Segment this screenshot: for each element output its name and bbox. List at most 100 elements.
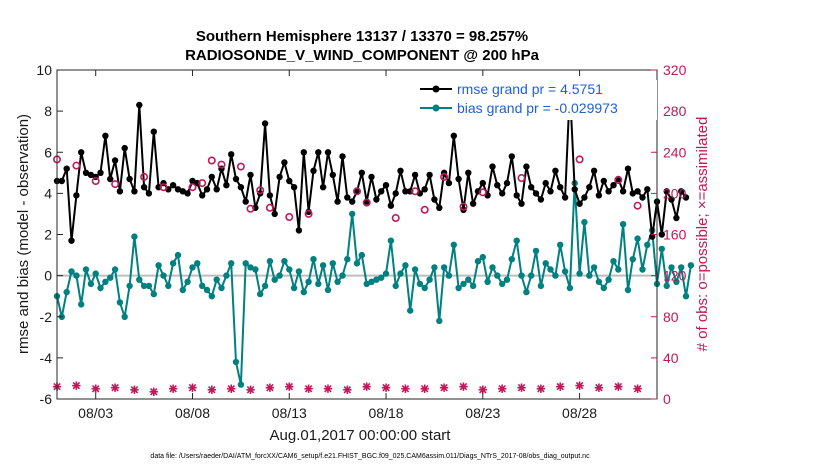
bias-point	[281, 258, 288, 265]
rmse-point	[523, 163, 530, 170]
possible-obs-marker	[575, 155, 584, 164]
bias-point	[160, 272, 167, 279]
assimilated-obs-marker	[91, 384, 100, 393]
rmse-point	[682, 194, 690, 201]
y-tick-label-left: -4	[40, 350, 53, 366]
legend-rmse-label: rmse grand pr = 4.5751	[457, 81, 603, 97]
y-tick-label-right: 40	[663, 350, 679, 366]
bias-point	[528, 272, 535, 279]
assimilated-obs-marker	[130, 385, 139, 394]
bias-point	[494, 272, 501, 279]
bias-point	[116, 299, 124, 306]
footer-data-file: data file: /Users/raeder/DAI/ATM_forcXX/…	[150, 453, 590, 460]
rmse-point	[629, 190, 636, 197]
y-tick-label-left: 4	[44, 185, 52, 201]
rmse-point	[373, 196, 380, 203]
rmse-point	[329, 171, 336, 179]
possible-obs-marker	[207, 156, 216, 165]
y-tick-label-left: 6	[44, 144, 52, 160]
possible-obs-marker	[188, 183, 197, 192]
rmse-point	[300, 149, 307, 156]
rmse-point	[431, 196, 438, 203]
assimilated-obs-marker	[478, 385, 488, 394]
rmse-point	[518, 200, 525, 207]
assimilated-obs-marker	[323, 384, 333, 393]
assimilated-obs-marker	[381, 383, 391, 392]
bias-point	[474, 258, 482, 265]
rmse-point	[561, 194, 569, 201]
possible-obs-marker	[72, 161, 81, 170]
bias-point	[537, 282, 545, 290]
bias-point	[436, 317, 443, 325]
bias-point	[97, 284, 104, 292]
rmse-point	[499, 190, 506, 197]
y-tick-label-left: -6	[40, 391, 53, 407]
y-tick-label-right: 320	[663, 62, 687, 78]
bias-point	[334, 278, 341, 285]
rmse-point	[445, 179, 453, 187]
possible-obs-marker	[265, 203, 274, 212]
bias-point	[532, 247, 540, 255]
rmse-point	[97, 169, 104, 176]
rmse-point	[145, 190, 153, 197]
bias-point	[92, 270, 99, 277]
rmse-point	[199, 192, 206, 199]
bias-point	[310, 256, 317, 263]
rmse-point	[673, 214, 680, 222]
assimilated-obs-marker	[556, 382, 565, 391]
rmse-point	[295, 227, 303, 234]
bias-point	[508, 256, 515, 263]
y-tick-label-left: 8	[44, 103, 52, 119]
bias-point	[663, 282, 670, 290]
rmse-point	[324, 149, 332, 156]
rmse-point	[58, 177, 65, 185]
rmse-point	[595, 192, 603, 199]
rmse-point	[542, 179, 549, 187]
bias-point	[489, 264, 496, 271]
rmse-point	[169, 182, 177, 189]
bias-point	[140, 282, 148, 290]
bias-point	[102, 278, 109, 285]
rmse-point	[349, 198, 356, 205]
rmse-point	[140, 184, 148, 191]
bias-point	[397, 270, 404, 277]
bias-point	[228, 260, 235, 267]
x-tick-label: 08/28	[562, 405, 597, 421]
bias-point	[416, 280, 424, 288]
bias-point	[349, 210, 356, 218]
possible-obs-marker	[304, 209, 313, 218]
bias-point	[503, 276, 511, 283]
bias-point	[605, 276, 612, 283]
bias-point	[68, 268, 75, 275]
rmse-point	[116, 188, 124, 195]
rmse-point	[552, 167, 559, 174]
rmse-point	[382, 182, 390, 189]
bias-point	[411, 266, 419, 273]
rmse-point	[131, 188, 138, 195]
bias-point	[518, 272, 525, 279]
bias-point	[353, 260, 361, 267]
rmse-point	[576, 200, 583, 207]
rmse-point	[213, 186, 220, 193]
assimilated-obs-marker	[401, 384, 410, 393]
y-tick-label-left: 10	[36, 62, 52, 78]
y-tick-label-right: 200	[663, 185, 687, 201]
x-tick-label: 08/13	[272, 405, 307, 421]
bias-point	[639, 266, 646, 273]
rmse-point	[658, 231, 665, 238]
bias-point	[586, 272, 593, 279]
rmse-point	[663, 188, 670, 195]
possible-obs-marker	[140, 172, 149, 181]
y-tick-label-right: 160	[663, 227, 687, 243]
obs-count-series	[52, 155, 642, 397]
bias-point	[208, 293, 215, 300]
assimilated-obs-marker	[439, 383, 449, 392]
possible-obs-marker	[352, 187, 361, 196]
rmse-point	[387, 202, 395, 209]
bias-point	[319, 262, 327, 269]
rmse-point	[465, 169, 472, 176]
rmse-point	[557, 184, 564, 191]
rmse-point	[450, 132, 457, 139]
bias-point	[189, 264, 196, 271]
bias-point	[542, 260, 549, 267]
